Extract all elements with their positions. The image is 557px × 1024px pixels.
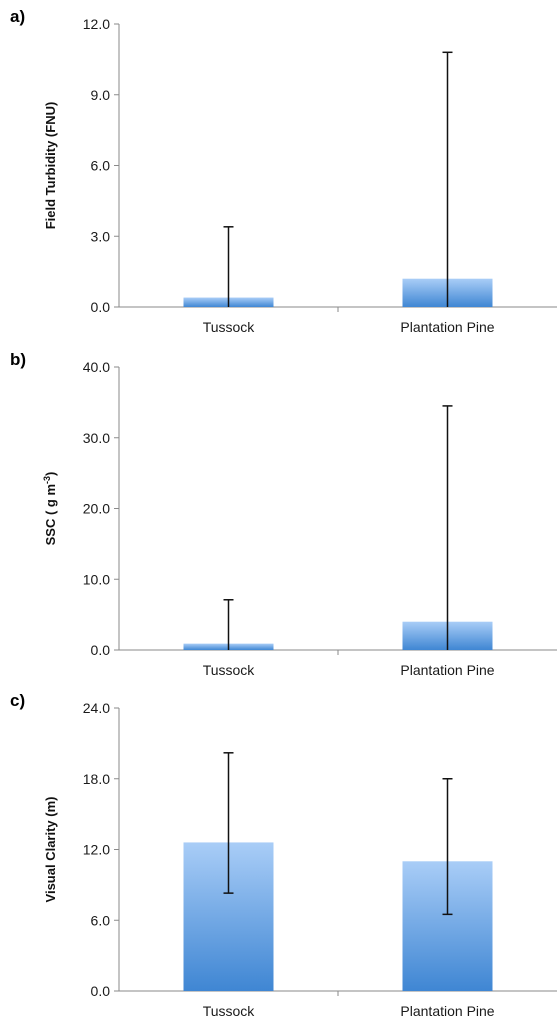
y-tick-label: 0.0 (91, 983, 111, 999)
y-tick-label: 20.0 (83, 501, 110, 517)
y-axis-title: Visual Clarity (m) (43, 797, 58, 903)
y-tick-label: 6.0 (91, 158, 111, 174)
y-axis-title: Field Turbidity (FNU) (43, 102, 58, 230)
y-axis-title-text: Field Turbidity (FNU) (43, 102, 58, 230)
chart-c: c) 0.0 6.0 12.0 18.0 24.0 Tussock Plantation Pi… (10, 691, 557, 1019)
x-tick-label: Plantation Pine (400, 662, 494, 678)
y-axis-title-superscript: -3 (42, 476, 52, 484)
chart-a: a) 0.0 3.0 6.0 9.0 12.0 Tussock Plantation Pine… (10, 7, 557, 335)
y-tick-label: 3.0 (91, 228, 111, 244)
panel-c: c) 0.0 6.0 12.0 18.0 24.0 Tussock Plantation Pi… (0, 684, 557, 1024)
x-tick-label: Tussock (203, 319, 256, 335)
y-tick-label: 18.0 (83, 771, 110, 787)
panel-label: b) (10, 350, 26, 369)
x-tick-label: Tussock (203, 1003, 256, 1019)
y-axis-title-text: SSC ( g m (43, 484, 58, 545)
y-tick-label: 24.0 (83, 700, 110, 716)
x-tick-label: Tussock (203, 662, 256, 678)
y-tick-label: 0.0 (91, 299, 111, 315)
y-tick-label: 12.0 (83, 16, 110, 32)
x-tick-label: Plantation Pine (400, 319, 494, 335)
chart-b: b) 0.0 10.0 20.0 30.0 40.0 Tussock Plantation P… (10, 350, 557, 678)
y-axis-title-text: Visual Clarity (m) (43, 797, 58, 903)
panel-label: a) (10, 7, 25, 26)
panel-a: a) 0.0 3.0 6.0 9.0 12.0 Tussock Plantation Pine… (0, 0, 557, 340)
panel-b: b) 0.0 10.0 20.0 30.0 40.0 Tussock Plantation P… (0, 343, 557, 683)
x-tick-label: Plantation Pine (400, 1003, 494, 1019)
panel-label: c) (10, 691, 25, 710)
y-tick-label: 0.0 (91, 642, 111, 658)
y-axis-title-tail: ) (43, 472, 58, 476)
y-axis-title: SSC ( g m-3) (42, 472, 58, 546)
y-tick-label: 30.0 (83, 430, 110, 446)
y-tick-label: 12.0 (83, 842, 110, 858)
y-tick-label: 10.0 (83, 571, 110, 587)
y-tick-label: 9.0 (91, 87, 111, 103)
y-tick-label: 40.0 (83, 359, 110, 375)
y-tick-label: 6.0 (91, 912, 111, 928)
